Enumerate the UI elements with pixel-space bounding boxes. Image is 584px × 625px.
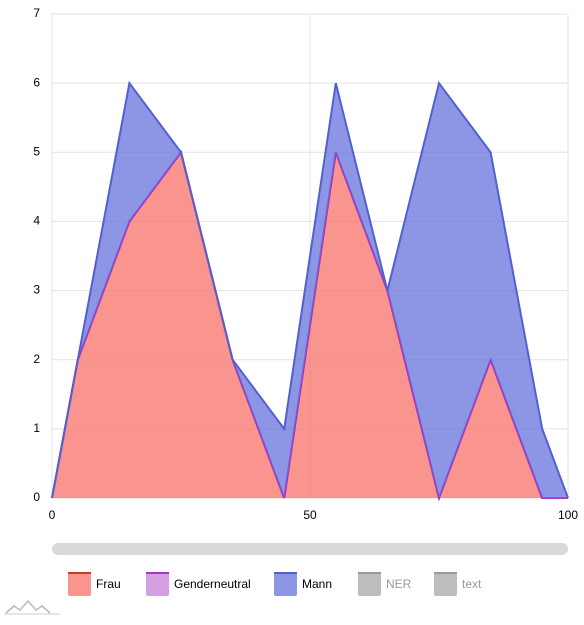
legend-item[interactable]: Frau [68,572,121,596]
y-tick-label: 6 [33,75,40,89]
scrollbar [52,543,568,555]
legend-item[interactable]: NER [358,572,412,596]
area [52,83,568,499]
x-tick-label: 50 [303,508,317,522]
legend-label[interactable]: text [462,577,482,591]
legend-label[interactable]: Frau [96,577,121,591]
legend-swatch[interactable] [146,573,169,596]
legend-item[interactable]: Genderneutral [146,572,251,596]
y-tick-label: 3 [33,283,40,297]
legend-label[interactable]: NER [386,577,412,591]
logo [4,599,60,615]
legend-swatch[interactable] [358,573,381,596]
y-tick-label: 0 [33,490,40,504]
legend-item[interactable]: Mann [274,572,332,596]
y-tick-label: 4 [33,214,40,228]
legend-swatch[interactable] [68,573,91,596]
x-tick-label: 0 [49,508,56,522]
y-tick-label: 1 [33,421,40,435]
y-tick-label: 2 [33,352,40,366]
legend-item[interactable]: text [434,572,482,596]
x-tick-label: 100 [558,508,578,522]
legend-swatch[interactable] [274,573,297,596]
line [51,80,569,499]
legend-label[interactable]: Mann [302,577,332,591]
legend-swatch[interactable] [434,573,457,596]
legend-label[interactable]: Genderneutral [174,577,251,591]
y-tick-label: 7 [33,6,40,20]
y-tick-label: 5 [33,144,40,158]
